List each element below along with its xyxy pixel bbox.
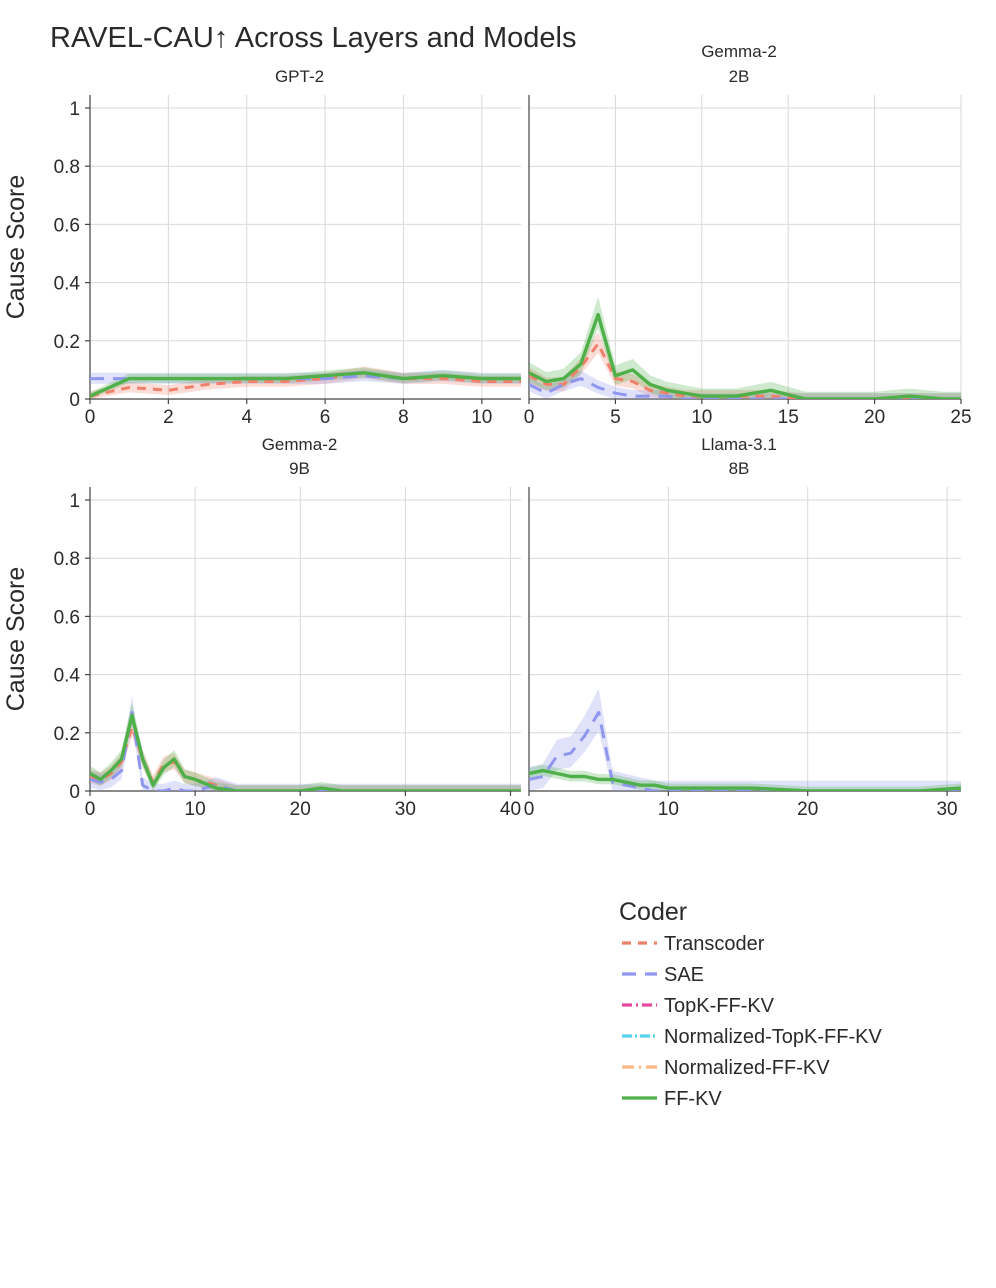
x-tick-label: 2 bbox=[163, 407, 174, 428]
x-tick-label: 10 bbox=[471, 407, 492, 428]
panel-3: 0 10 20 30 40 0 0.2 0.4 0.6 0.8 1 Cause Score Gemma-… bbox=[2, 435, 521, 820]
legend-label: Normalized-FF-KV bbox=[664, 1057, 830, 1079]
x-tick-label: 10 bbox=[185, 799, 206, 820]
series-line-ff-kv bbox=[90, 371, 521, 398]
series-line-ff-kv bbox=[90, 713, 521, 791]
y-tick-label: 0.6 bbox=[54, 607, 80, 628]
panel-2: 0 5 10 15 20 25 Gemma-2 2B bbox=[524, 42, 972, 428]
y-tick-label: 1 bbox=[69, 99, 80, 120]
series-line-transcoder bbox=[90, 371, 521, 398]
x-tick-label: 0 bbox=[85, 407, 96, 428]
y-tick-label: 0 bbox=[69, 390, 80, 411]
x-tick-label: 30 bbox=[395, 799, 416, 820]
band-ff-kv bbox=[90, 702, 521, 791]
series-line-ff-kv bbox=[529, 768, 961, 791]
panel-title: Gemma-2 bbox=[262, 435, 338, 454]
x-tick-label: 10 bbox=[691, 407, 712, 428]
x-tick-label: 5 bbox=[610, 407, 621, 428]
plot-area bbox=[529, 688, 961, 791]
legend-item-ff-kv: FF-KV bbox=[622, 1088, 722, 1110]
legend-item-topk-ff-kv: TopK-FF-KV bbox=[622, 995, 775, 1017]
x-tick-label: 40 bbox=[500, 799, 521, 820]
y-tick-label: 0 bbox=[69, 782, 80, 803]
panel-title: Gemma-2 bbox=[701, 42, 777, 61]
y-tick-label: 0.8 bbox=[54, 157, 80, 178]
x-tick-label: 20 bbox=[864, 407, 885, 428]
x-tick-label: 20 bbox=[290, 799, 311, 820]
legend-label: Transcoder bbox=[664, 933, 765, 955]
plot-area bbox=[529, 296, 961, 399]
band-transcoder bbox=[90, 366, 521, 399]
band-ff-kv bbox=[90, 367, 521, 399]
y-axis-label: Cause Score bbox=[2, 567, 30, 712]
chart-title: RAVEL-CAU↑ Across Layers and Models bbox=[50, 22, 577, 54]
panel-title: Llama-3.1 bbox=[701, 435, 777, 454]
legend-label: TopK-FF-KV bbox=[664, 995, 775, 1017]
y-tick-label: 0.2 bbox=[54, 332, 80, 353]
series-line-sae bbox=[529, 377, 961, 399]
y-tick-label: 0.6 bbox=[54, 215, 80, 236]
x-tick-label: 10 bbox=[658, 799, 679, 820]
plot-area bbox=[90, 695, 521, 791]
x-tick-label: 0 bbox=[524, 407, 535, 428]
legend-item-normalized-topk-ff-kv: Normalized-TopK-FF-KV bbox=[622, 1026, 882, 1048]
y-tick-label: 0.2 bbox=[54, 724, 80, 745]
panel-1: 0 2 4 6 8 10 0 0.2 0.4 0.6 0.8 1 Cause Score GPT-2 bbox=[2, 67, 521, 428]
panel-title: GPT-2 bbox=[275, 67, 324, 86]
legend-label: SAE bbox=[664, 964, 704, 986]
series-line-sae bbox=[529, 710, 961, 791]
legend-item-sae: SAE bbox=[622, 964, 704, 986]
y-tick-label: 0.8 bbox=[54, 549, 80, 570]
x-tick-label: 0 bbox=[85, 799, 96, 820]
legend-item-normalized-ff-kv: Normalized-FF-KV bbox=[622, 1057, 830, 1079]
panel-title: 9B bbox=[289, 459, 310, 478]
panel-title: 8B bbox=[729, 459, 750, 478]
x-tick-label: 25 bbox=[950, 407, 971, 428]
panel-4: 0 10 20 30 Llama-3.1 8B bbox=[524, 435, 961, 820]
legend-label: Normalized-TopK-FF-KV bbox=[664, 1026, 882, 1048]
x-tick-label: 0 bbox=[524, 799, 535, 820]
legend-item-transcoder: Transcoder bbox=[622, 933, 765, 955]
y-axis-label: Cause Score bbox=[2, 175, 30, 320]
band-sae bbox=[529, 370, 961, 399]
series-line-ff-kv bbox=[529, 312, 961, 399]
band-sae bbox=[90, 695, 521, 791]
x-tick-label: 4 bbox=[241, 407, 252, 428]
y-tick-label: 1 bbox=[69, 491, 80, 512]
x-tick-label: 15 bbox=[778, 407, 799, 428]
y-tick-label: 0.4 bbox=[54, 666, 81, 687]
panel-title: 2B bbox=[729, 67, 750, 86]
legend-label: FF-KV bbox=[664, 1088, 722, 1110]
legend: Coder Transcoder SAE TopK-FF-KV Normalized-… bbox=[619, 898, 882, 1110]
x-tick-label: 8 bbox=[398, 407, 409, 428]
x-tick-label: 30 bbox=[936, 799, 957, 820]
y-tick-label: 0.4 bbox=[54, 274, 81, 295]
legend-title: Coder bbox=[619, 898, 687, 926]
x-tick-label: 6 bbox=[320, 407, 331, 428]
x-tick-label: 20 bbox=[797, 799, 818, 820]
plot-area bbox=[90, 366, 521, 399]
